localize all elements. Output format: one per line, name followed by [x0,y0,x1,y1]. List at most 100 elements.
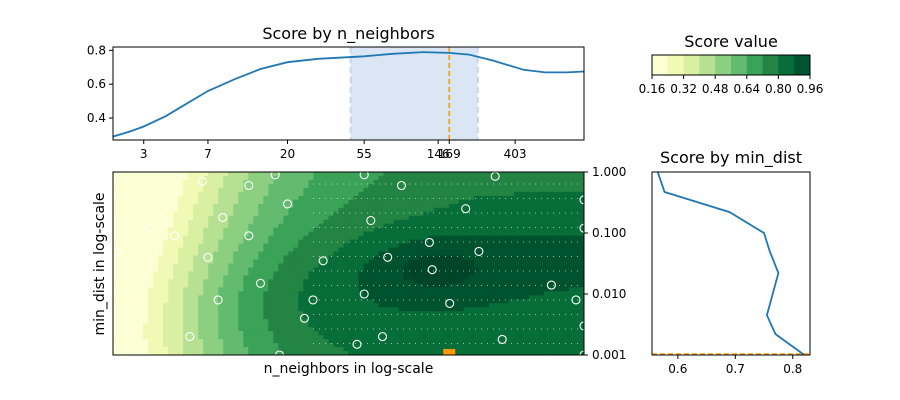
contour-cell [443,295,450,300]
contour-cell [248,255,254,261]
contour-cell [568,243,575,249]
contour-cell [348,291,355,296]
contour-cell [363,215,370,221]
contour-cell [213,235,219,241]
contour-cell [573,211,580,217]
contour-cell [283,172,289,177]
contour-cell [503,339,510,344]
contour-cell [368,247,375,253]
contour-cell [113,303,119,308]
contour-cell [303,247,310,253]
contour-cell [498,275,505,281]
contour-cell [548,351,555,355]
contour-cell [528,191,535,197]
contour-cell [298,307,304,312]
contour-cell [563,239,570,245]
contour-cell [568,303,575,308]
contour-cell [203,199,209,205]
contour-cell [288,175,294,181]
contour-cell [383,307,390,312]
contour-cell [343,283,350,288]
contour-cell [268,295,274,300]
contour-cell [548,215,555,221]
contour-cell [183,223,189,229]
contour-cell [143,175,149,181]
contour-cell [213,323,219,328]
contour-cell [498,291,505,296]
contour-cell [538,295,545,300]
contour-cell [208,319,214,324]
contour-cell [493,295,500,300]
contour-cell [533,203,540,209]
contour-cell [363,299,370,304]
contour-cell [528,295,535,300]
contour-cell [313,231,320,237]
contour-cell [223,343,229,348]
contour-cell [293,283,299,288]
contour-cell [553,291,560,296]
contour-cell [388,347,395,352]
contour-cell [363,219,370,225]
contour-cell [388,291,395,296]
contour-cell [453,339,460,344]
contour-cell [523,291,530,296]
contour-cell [383,247,390,253]
contour-cell [173,207,179,213]
contour-cell [178,195,184,201]
contour-cell [163,175,169,181]
contour-cell [333,243,340,249]
contour-cell [163,339,169,344]
contour-cell [253,207,259,213]
contour-cell [243,343,249,348]
contour-cell [438,295,445,300]
contour-cell [423,303,430,308]
contour-cell [198,172,204,177]
contour-cell [423,219,430,225]
contour-cell [338,223,345,229]
contour-cell [393,339,400,344]
contour-cell [378,191,385,197]
contour-cell [463,303,470,308]
contour-cell [168,283,174,288]
contour-cell [343,215,350,221]
contour-cell [263,223,269,229]
contour-cell [218,275,224,281]
contour-cell [413,259,420,265]
contour-cell [113,203,119,209]
contour-cell [168,247,174,253]
contour-cell [558,275,565,281]
contour-cell [403,287,410,292]
contour-cell [188,343,194,348]
contour-cell [138,195,144,201]
contour-cell [558,283,565,288]
contour-cell [278,335,284,340]
contour-cell [168,187,174,193]
contour-cell [508,211,515,217]
contour-cell [138,347,144,352]
contour-cell [138,299,144,304]
contour-cell [353,255,360,261]
contour-cell [488,191,495,197]
contour-cell [268,319,274,324]
contour-cell [478,203,485,209]
contour-cell [118,319,124,324]
contour-cell [353,175,360,181]
contour-cell [503,255,510,261]
contour-cell [158,283,164,288]
contour-cell [453,299,460,304]
contour-cell [248,315,254,320]
contour-cell [538,187,545,193]
contour-cell [268,279,274,284]
contour-cell [443,319,450,324]
contour-cell [438,239,445,245]
contour-cell [373,211,380,217]
contour-cell [388,211,395,217]
contour-cell [193,351,199,355]
contour-cell [228,223,234,229]
contour-cell [183,319,189,324]
contour-cell [533,259,540,265]
contour-cell [368,203,375,209]
contour-cell [463,231,470,237]
contour-cell [248,175,254,181]
contour-cell [133,275,139,281]
